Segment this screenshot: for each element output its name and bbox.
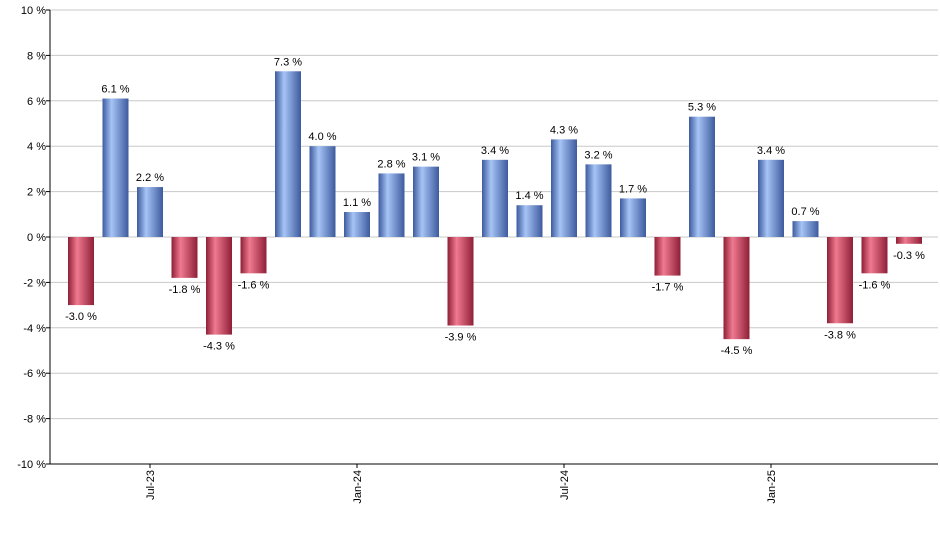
data-label: 4.0 % bbox=[308, 131, 336, 143]
data-label: 4.3 % bbox=[550, 124, 578, 136]
data-label: -0.3 % bbox=[893, 250, 925, 262]
data-label: -1.6 % bbox=[859, 279, 891, 291]
bar bbox=[344, 212, 370, 237]
bar bbox=[758, 159, 784, 237]
bars bbox=[68, 71, 922, 340]
x-tick-label: Jul-23 bbox=[145, 470, 157, 500]
bar bbox=[827, 237, 853, 324]
bar bbox=[620, 198, 646, 237]
y-tick-label: -6 % bbox=[23, 368, 46, 380]
data-label: -3.8 % bbox=[824, 329, 856, 341]
bar bbox=[551, 139, 577, 237]
y-tick-label: 0 % bbox=[27, 232, 46, 244]
bar bbox=[896, 237, 922, 244]
data-label: 1.1 % bbox=[343, 197, 371, 209]
bar bbox=[585, 164, 612, 237]
data-label: -1.6 % bbox=[238, 279, 270, 291]
data-label: 0.7 % bbox=[791, 206, 819, 218]
bar bbox=[861, 237, 888, 274]
bar bbox=[654, 237, 681, 276]
y-tick-label: -2 % bbox=[23, 277, 46, 289]
data-label: -1.8 % bbox=[169, 284, 201, 296]
y-tick-label: -4 % bbox=[23, 323, 46, 335]
data-label: -1.7 % bbox=[652, 282, 684, 294]
bar bbox=[68, 237, 94, 306]
bar bbox=[723, 237, 750, 340]
y-tick-label: 10 % bbox=[21, 5, 46, 17]
data-label: 3.1 % bbox=[412, 152, 440, 164]
data-label: -3.0 % bbox=[65, 311, 97, 323]
labels: -10 % -8 % -6 % -4 % -2 % 0 % 2 % 4 % 6 % 8 % 10 %… bbox=[17, 5, 925, 504]
data-label: 2.8 % bbox=[377, 158, 405, 170]
bar bbox=[171, 237, 198, 278]
data-label: 2.2 % bbox=[136, 172, 164, 184]
bar bbox=[516, 205, 543, 237]
data-label: 3.4 % bbox=[757, 145, 785, 157]
bar bbox=[275, 71, 301, 237]
bar bbox=[137, 187, 163, 237]
y-tick-label: -10 % bbox=[17, 459, 46, 471]
data-label: 3.2 % bbox=[584, 149, 612, 161]
data-label: 1.7 % bbox=[619, 183, 647, 195]
y-tick-label: 8 % bbox=[27, 50, 46, 62]
data-label: 1.4 % bbox=[515, 190, 543, 202]
data-label: 3.4 % bbox=[481, 145, 509, 157]
data-label: -4.5 % bbox=[721, 345, 753, 357]
data-label: 7.3 % bbox=[274, 56, 302, 68]
data-label: -3.9 % bbox=[445, 332, 477, 344]
bar bbox=[482, 159, 508, 237]
axes bbox=[46, 9, 938, 468]
bar bbox=[689, 116, 715, 237]
data-label: -4.3 % bbox=[203, 341, 235, 353]
bar bbox=[240, 237, 267, 274]
bar bbox=[309, 146, 336, 237]
data-label: 5.3 % bbox=[688, 102, 716, 114]
y-tick-label: 4 % bbox=[27, 141, 46, 153]
data-label: 6.1 % bbox=[101, 84, 129, 96]
x-tick-label: Jul-24 bbox=[559, 470, 571, 500]
bar bbox=[413, 166, 439, 237]
y-tick-label: 6 % bbox=[27, 96, 46, 108]
x-tick-label: Jan-25 bbox=[766, 470, 778, 504]
bar bbox=[102, 98, 129, 237]
bar bbox=[792, 221, 819, 237]
bar bbox=[447, 237, 474, 326]
y-tick-label: 2 % bbox=[27, 187, 46, 199]
y-tick-label: -8 % bbox=[23, 414, 46, 426]
bar bbox=[206, 237, 232, 335]
x-tick-label: Jan-24 bbox=[352, 470, 364, 504]
bar bbox=[378, 173, 405, 237]
